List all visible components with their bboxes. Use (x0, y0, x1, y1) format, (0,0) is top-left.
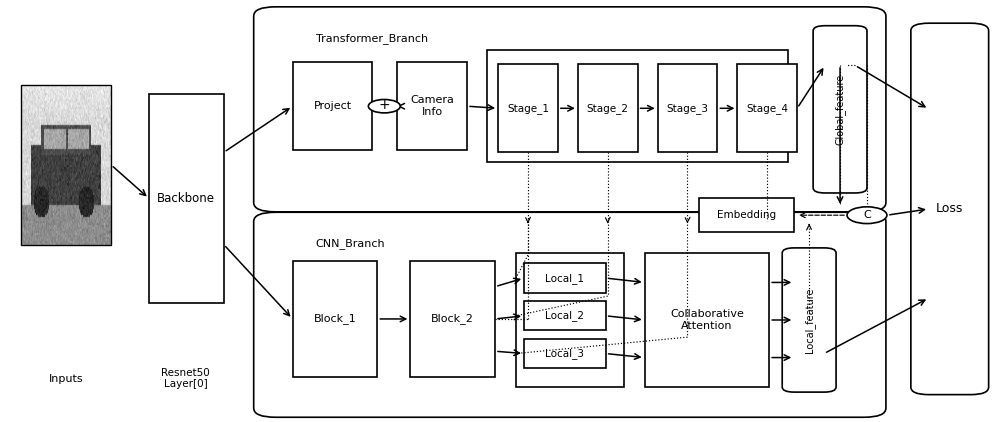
Text: Embedding: Embedding (717, 210, 776, 220)
Bar (397, 62, 467, 150)
Text: Backbone: Backbone (157, 192, 215, 205)
Bar (293, 261, 377, 376)
Text: Inputs: Inputs (49, 374, 84, 384)
Bar (645, 253, 769, 387)
Text: C: C (863, 210, 871, 220)
FancyBboxPatch shape (813, 26, 867, 193)
Text: Camera
Info: Camera Info (410, 95, 454, 117)
Text: +: + (379, 98, 390, 112)
Bar (498, 64, 558, 152)
Bar (524, 301, 606, 330)
Text: Local_feature: Local_feature (804, 287, 815, 353)
Text: Project: Project (313, 101, 352, 111)
Text: Stage_4: Stage_4 (746, 103, 788, 114)
Bar (149, 94, 224, 303)
Bar (699, 198, 794, 232)
Bar (487, 51, 788, 162)
Circle shape (847, 207, 887, 224)
Circle shape (368, 100, 400, 113)
Bar (410, 261, 495, 376)
Text: Local_3: Local_3 (545, 348, 584, 359)
Text: Transformer_Branch: Transformer_Branch (316, 33, 428, 44)
Text: Stage_1: Stage_1 (507, 103, 549, 114)
Bar (737, 64, 797, 152)
Text: Resnet50
Layer[0]: Resnet50 Layer[0] (161, 368, 210, 390)
FancyBboxPatch shape (911, 23, 989, 395)
Bar (578, 64, 638, 152)
Bar (21, 85, 111, 244)
Text: CNN_Branch: CNN_Branch (316, 238, 385, 249)
Bar (658, 64, 717, 152)
Bar (524, 263, 606, 293)
Text: Local_1: Local_1 (545, 273, 584, 284)
Text: Stage_3: Stage_3 (666, 103, 708, 114)
Bar (516, 253, 624, 387)
Bar (524, 339, 606, 368)
Text: Loss: Loss (936, 203, 963, 215)
Text: Global_feature: Global_feature (835, 74, 846, 145)
Bar (293, 62, 372, 150)
FancyBboxPatch shape (254, 7, 886, 212)
FancyBboxPatch shape (254, 212, 886, 417)
Text: Block_2: Block_2 (431, 314, 474, 325)
FancyBboxPatch shape (782, 248, 836, 392)
Text: Block_1: Block_1 (314, 314, 356, 325)
Text: Stage_2: Stage_2 (587, 103, 629, 114)
Text: Collaborative
Attention: Collaborative Attention (670, 309, 744, 331)
Text: Local_2: Local_2 (545, 310, 584, 321)
